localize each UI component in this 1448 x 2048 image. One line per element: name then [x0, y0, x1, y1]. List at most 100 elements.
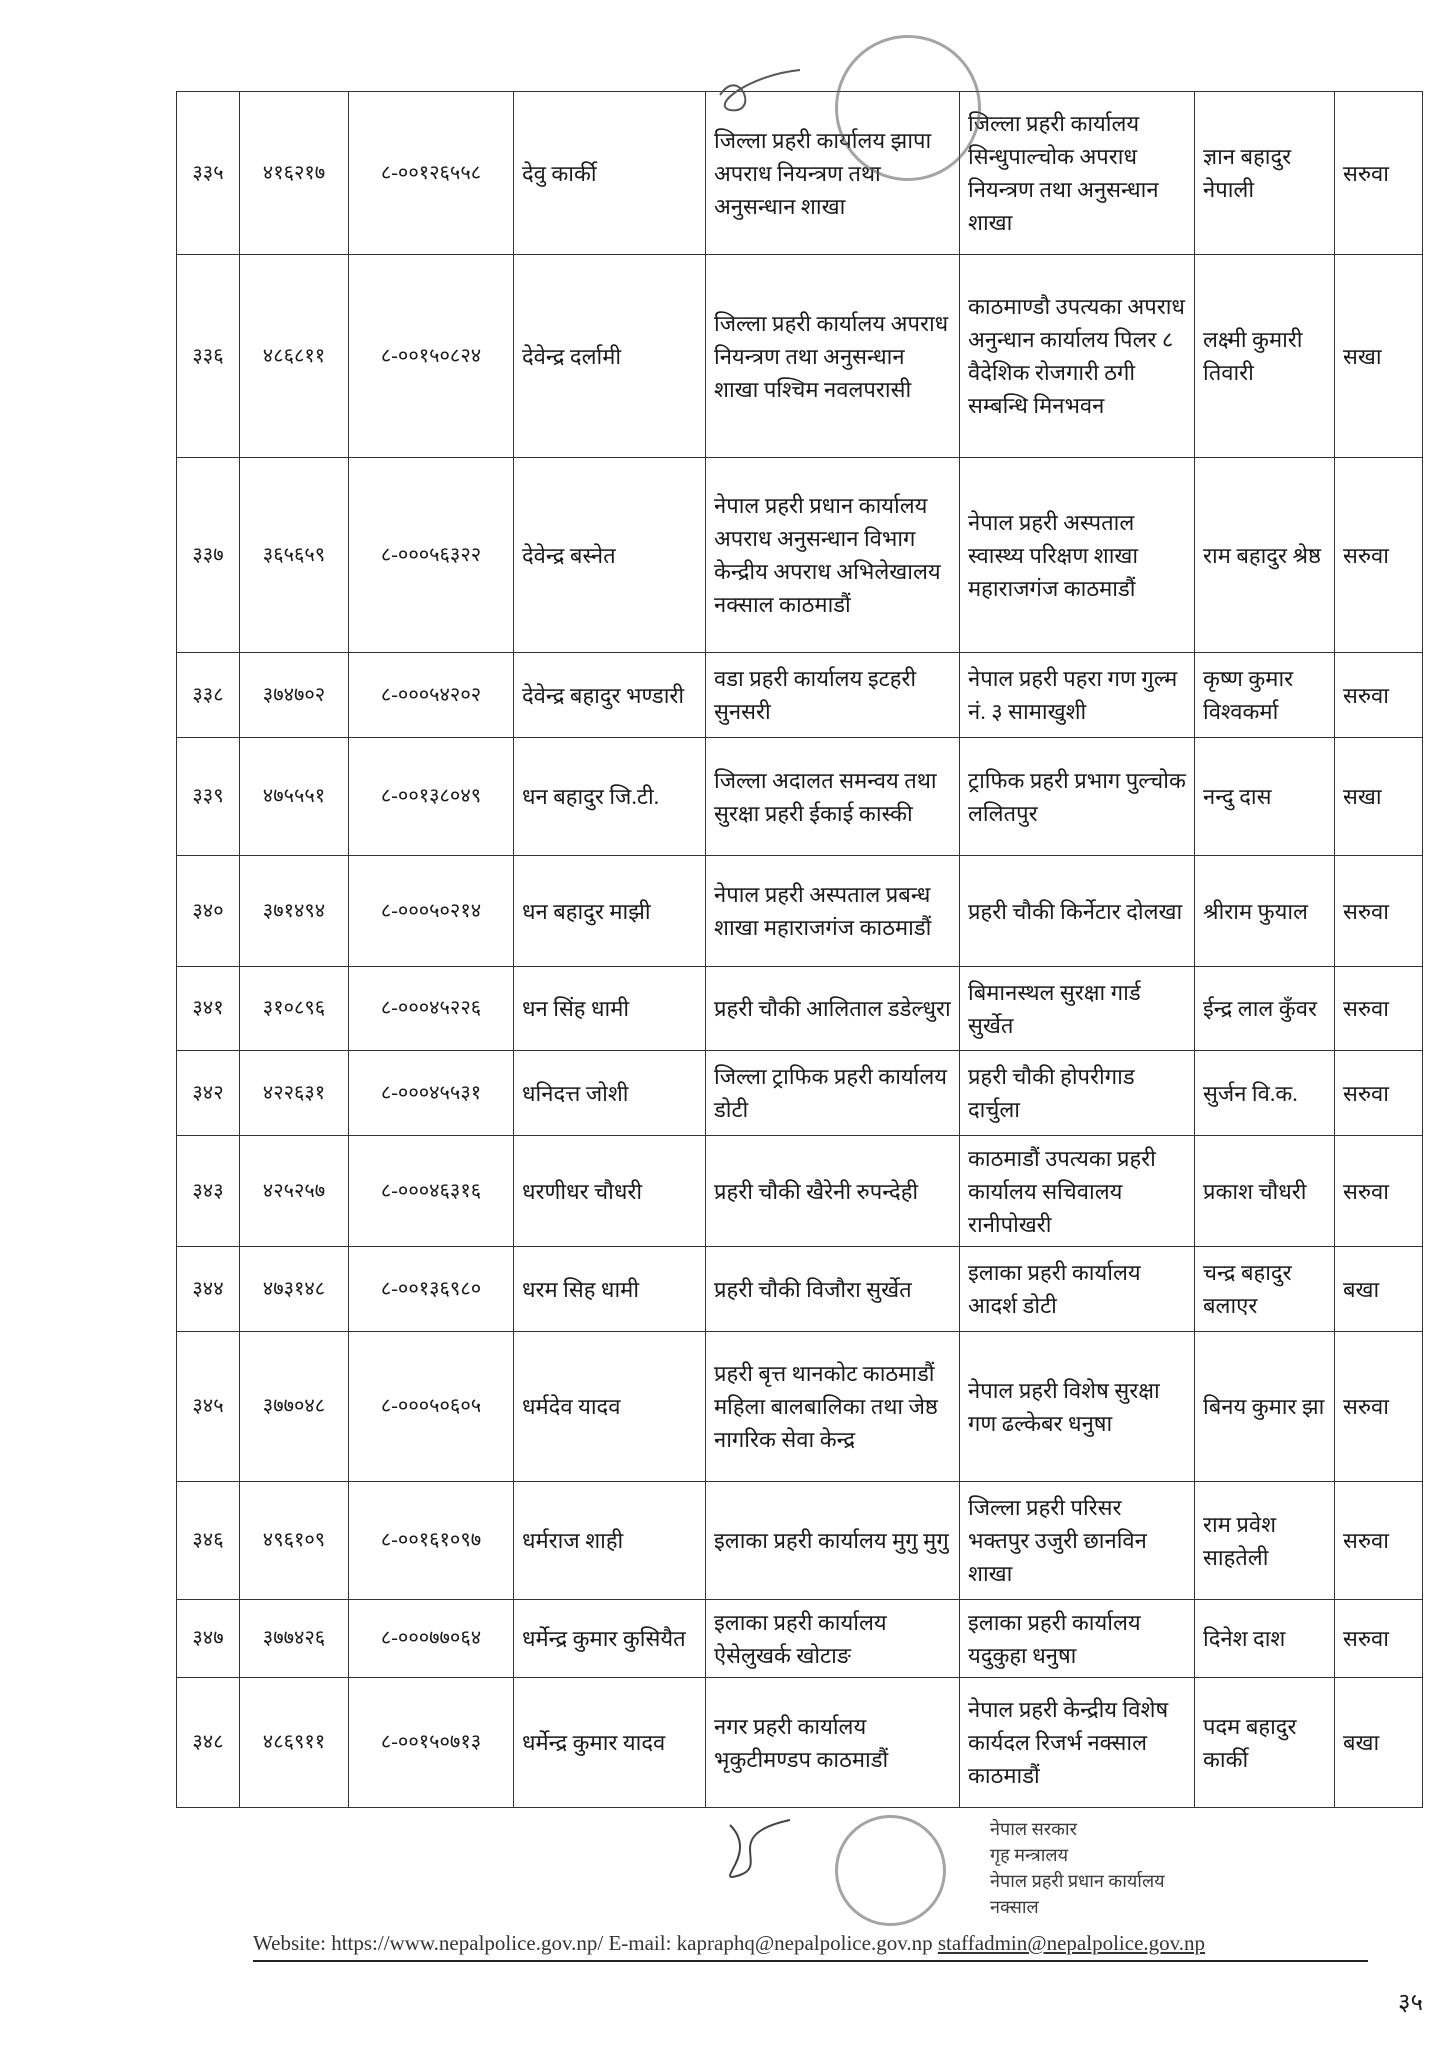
cell-to-office: बिमानस्थल सुरक्षा गार्ड सुर्खेत — [959, 966, 1195, 1051]
cell-name: धर्मेन्द्र कुमार कुसियैत — [513, 1599, 706, 1678]
cell-to-office: नेपाल प्रहरी अस्पताल स्वास्थ्य परिक्षण श… — [959, 457, 1195, 653]
cell-id-number: ३७७४२६ — [239, 1599, 349, 1678]
cell-id-number: ३७७०४८ — [239, 1331, 349, 1482]
website-link[interactable]: Website: https://www.nepalpolice.gov.np/ — [253, 1931, 604, 1955]
cell-remarks: सरुवा — [1334, 91, 1423, 255]
cell-remarks: सरुवा — [1334, 1135, 1423, 1247]
cell-code: ८-००१३६९८० — [348, 1246, 514, 1332]
cell-remarks: सरुवा — [1334, 855, 1423, 967]
cell-from-office: नगर प्रहरी कार्यालय भृकुटीमण्डप काठमाडौं — [705, 1677, 960, 1808]
seal-text-3: नेपाल प्रहरी प्रधान कार्यालय — [990, 1871, 1165, 1891]
table-row: ३४४ ४७३१४८ ८-००१३६९८० धरम सिह धामी प्रहरी चौ… — [176, 1246, 1423, 1332]
cell-to-office: नेपाल प्रहरी केन्द्रीय विशेष कार्यदल रिज… — [959, 1677, 1195, 1808]
seal-text: नेपाल सरकार गृह मन्त्रालय नेपाल प्रहरी प… — [990, 1816, 1320, 1920]
cell-id-number: ३७१४९४ — [239, 855, 349, 967]
cell-from-office: जिल्ला अदालत समन्वय तथा सुरक्षा प्रहरी ई… — [705, 737, 960, 856]
cell-id-number: ४८६९११ — [239, 1677, 349, 1808]
cell-name: धरम सिह धामी — [513, 1246, 706, 1332]
table-row: ३३७ ३६५६५९ ८-०००५६३२२ देवेन्द्र बस्नेत नेपाल… — [176, 457, 1423, 653]
transfer-table: ३३५ ४१६२१७ ८-००१२६५५८ देवु कार्की जिल्ला प्र… — [176, 91, 1423, 1808]
cell-serial: ३४० — [176, 855, 240, 967]
cell-replacement: चन्द्र बहादुर बलाएर — [1194, 1246, 1335, 1332]
cell-remarks: सखा — [1334, 254, 1423, 458]
cell-remarks: सरुवा — [1334, 652, 1423, 738]
cell-replacement: कृष्ण कुमार विश्वकर्मा — [1194, 652, 1335, 738]
cell-replacement: प्रकाश चौधरी — [1194, 1135, 1335, 1247]
cell-serial: ३३७ — [176, 457, 240, 653]
cell-from-office: जिल्ला ट्राफिक प्रहरी कार्यालय डोटी — [705, 1050, 960, 1136]
cell-from-office: प्रहरी चौकी आलिताल डडेल्धुरा — [705, 966, 960, 1051]
cell-code: ८-००१२६५५८ — [348, 91, 514, 255]
table-row: ३४६ ४९६१०९ ८-००१६१०९७ धर्मराज शाही इलाका प्र… — [176, 1481, 1423, 1600]
cell-id-number: ३१०८९६ — [239, 966, 349, 1051]
cell-id-number: ४२२६३१ — [239, 1050, 349, 1136]
cell-replacement: राम प्रवेश साहतेली — [1194, 1481, 1335, 1600]
table-row: ३४७ ३७७४२६ ८-०००७७०६४ धर्मेन्द्र कुमार कुसि… — [176, 1599, 1423, 1678]
cell-replacement: बिनय कुमार झा — [1194, 1331, 1335, 1482]
cell-code: ८-००१३८०४९ — [348, 737, 514, 856]
cell-to-office: काठमाण्डौ उपत्यका अपराध अनुन्धान कार्याल… — [959, 254, 1195, 458]
cell-serial: ३४२ — [176, 1050, 240, 1136]
email-link[interactable]: E-mail: kapraphq@nepalpolice.gov.np — [608, 1931, 933, 1955]
cell-name: धर्मराज शाही — [513, 1481, 706, 1600]
cell-name: धरणीधर चौधरी — [513, 1135, 706, 1247]
cell-remarks: सरुवा — [1334, 1331, 1423, 1482]
cell-name: धर्मेन्द्र कुमार यादव — [513, 1677, 706, 1808]
cell-id-number: ४८६८११ — [239, 254, 349, 458]
cell-from-office: इलाका प्रहरी कार्यालय ऐसेलुखर्क खोटाङ — [705, 1599, 960, 1678]
cell-serial: ३४६ — [176, 1481, 240, 1600]
cell-replacement: नन्दु दास — [1194, 737, 1335, 856]
cell-serial: ३४१ — [176, 966, 240, 1051]
footer-contact: Website: https://www.nepalpolice.gov.np/… — [253, 1930, 1368, 1962]
seal-text-4: नक्साल — [990, 1897, 1039, 1917]
cell-to-office: ट्राफिक प्रहरी प्रभाग पुल्चोक ललितपुर — [959, 737, 1195, 856]
cell-replacement: पदम बहादुर कार्की — [1194, 1677, 1335, 1808]
table-row: ३४२ ४२२६३१ ८-०००४५५३१ धनिदत्त जोशी जिल्ला ट्… — [176, 1050, 1423, 1136]
table-row: ३४५ ३७७०४८ ८-०००५०६०५ धर्मदेव यादव प्रहरी बृ… — [176, 1331, 1423, 1482]
cell-name: धन बहादुर जि.टी. — [513, 737, 706, 856]
seal-stamp-bottom — [835, 1815, 946, 1926]
table-row: ३३६ ४८६८११ ८-००१५०८२४ देवेन्द्र दर्लामी जिल्… — [176, 254, 1423, 458]
cell-remarks: सखा — [1334, 737, 1423, 856]
cell-serial: ३३६ — [176, 254, 240, 458]
cell-serial: ३४३ — [176, 1135, 240, 1247]
cell-code: ८-०००७७०६४ — [348, 1599, 514, 1678]
cell-code: ८-०००४५२२६ — [348, 966, 514, 1051]
cell-code: ८-००१५०८२४ — [348, 254, 514, 458]
cell-remarks: सरुवा — [1334, 1481, 1423, 1600]
cell-replacement: लक्ष्मी कुमारी तिवारी — [1194, 254, 1335, 458]
page-number: ३५ — [1398, 1990, 1423, 2016]
table-row: ३४१ ३१०८९६ ८-०००४५२२६ धन सिंह धामी प्रहरी चौ… — [176, 966, 1423, 1051]
cell-from-office: नेपाल प्रहरी प्रधान कार्यालय अपराध अनुसन… — [705, 457, 960, 653]
cell-serial: ३३९ — [176, 737, 240, 856]
email-link-2[interactable]: staffadmin@nepalpolice.gov.np — [937, 1931, 1206, 1955]
cell-serial: ३३५ — [176, 91, 240, 255]
cell-code: ८-०००५६३२२ — [348, 457, 514, 653]
cell-serial: ३४५ — [176, 1331, 240, 1482]
cell-replacement: राम बहादुर श्रेष्ठ — [1194, 457, 1335, 653]
cell-remarks: बखा — [1334, 1677, 1423, 1808]
signature-top — [719, 69, 801, 112]
cell-to-office: प्रहरी चौकी किर्नेटार दोलखा — [959, 855, 1195, 967]
cell-to-office: इलाका प्रहरी कार्यालय यदुकुहा धनुषा — [959, 1599, 1195, 1678]
cell-from-office: प्रहरी चौकी खैरेनी रुपन्देही — [705, 1135, 960, 1247]
cell-from-office: प्रहरी चौकी विजौरा सुर्खेत — [705, 1246, 960, 1332]
cell-code: ८-०००४६३१६ — [348, 1135, 514, 1247]
table-row: ३३८ ३७४७०२ ८-०००५४२०२ देवेन्द्र बहादुर भण्ड… — [176, 652, 1423, 738]
cell-replacement: श्रीराम फुयाल — [1194, 855, 1335, 967]
cell-remarks: सरुवा — [1334, 457, 1423, 653]
cell-code: ८-०००४५५३१ — [348, 1050, 514, 1136]
cell-serial: ३४४ — [176, 1246, 240, 1332]
cell-code: ८-०००५०२१४ — [348, 855, 514, 967]
cell-from-office: जिल्ला प्रहरी कार्यालय अपराध नियन्त्रण त… — [705, 254, 960, 458]
cell-id-number: ४१६२१७ — [239, 91, 349, 255]
cell-id-number: ४७३१४८ — [239, 1246, 349, 1332]
cell-serial: ३४८ — [176, 1677, 240, 1808]
cell-code: ८-००१६१०९७ — [348, 1481, 514, 1600]
cell-replacement: दिनेश दाश — [1194, 1599, 1335, 1678]
signature-bottom — [729, 1819, 791, 1878]
cell-replacement: ज्ञान बहादुर नेपाली — [1194, 91, 1335, 255]
cell-to-office: नेपाल प्रहरी पहरा गण गुल्म नं. ३ सामाखुश… — [959, 652, 1195, 738]
cell-from-office: नेपाल प्रहरी अस्पताल प्रबन्ध शाखा महाराज… — [705, 855, 960, 967]
cell-to-office: जिल्ला प्रहरी परिसर भक्तपुर उजुरी छानविन… — [959, 1481, 1195, 1600]
